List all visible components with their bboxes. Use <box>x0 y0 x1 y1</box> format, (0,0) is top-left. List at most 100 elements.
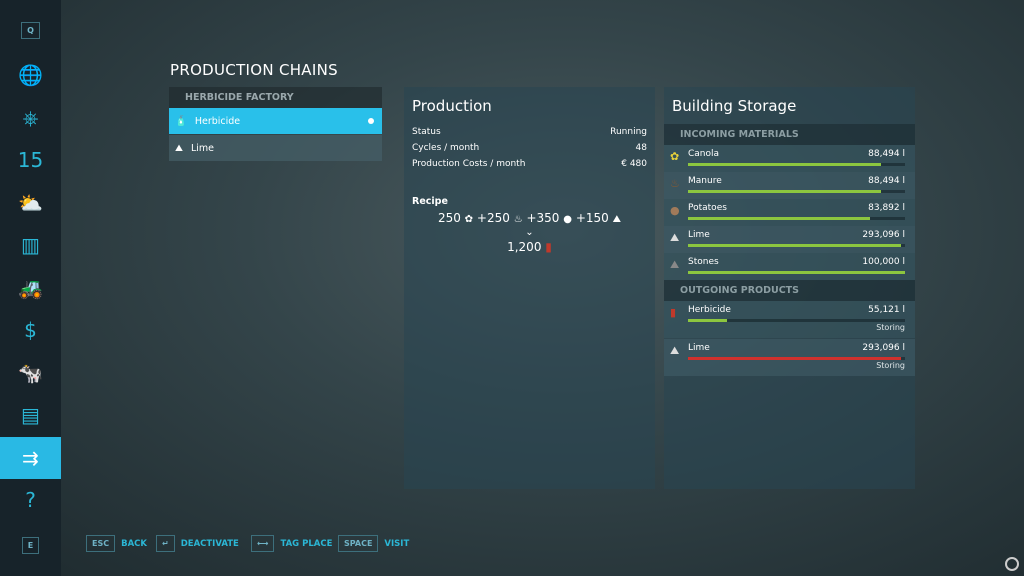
key-hint: ⟷ <box>251 535 275 552</box>
production-icon: ⇉ <box>22 445 39 470</box>
page-title: PRODUCTION CHAINS <box>170 61 338 79</box>
fill-bar <box>688 319 905 322</box>
recipe-inputs: 250 ✿ +250 ♨ +350 ● +150 ⛰ <box>404 211 655 225</box>
recipe-amount: +350 <box>526 211 560 225</box>
sidebar-item-tractor[interactable]: 🚜 <box>0 267 61 309</box>
sidebar-item-statistics[interactable]: ▥ <box>0 224 61 266</box>
fill-bar <box>688 271 905 274</box>
next-tab-key[interactable]: E <box>0 524 61 566</box>
key-hint: SPACE <box>338 535 379 552</box>
storage-name: Potatoes <box>688 203 727 213</box>
action-label: TAG PLACE <box>280 538 333 549</box>
potatoes-icon: ● <box>670 204 680 217</box>
storage-name: Lime <box>688 342 710 353</box>
key-hint: ↵ <box>156 535 175 552</box>
key-hint: ESC <box>86 535 116 552</box>
storage-item: ✿ Canola 88,494 l <box>664 145 915 172</box>
row-label: Production Costs / month <box>412 159 526 169</box>
production-row: Cycles / month 48 <box>404 140 655 156</box>
row-label: Cycles / month <box>412 143 480 153</box>
lime-icon: ⛰ <box>670 231 680 244</box>
chain-label: Lime <box>190 142 215 154</box>
herbicide-icon: ▮ <box>670 306 677 319</box>
fill-bar-level <box>688 190 882 193</box>
storage-panel: Building Storage INCOMING MATERIALS ✿ Can… <box>664 87 915 489</box>
row-label: Status <box>412 127 441 137</box>
action-label: BACK <box>121 538 147 549</box>
fill-bar <box>688 244 905 247</box>
storage-value: 100,000 l <box>862 257 905 267</box>
fill-bar-level <box>688 356 901 360</box>
loading-icon <box>1005 557 1019 571</box>
sidebar: Q 🌐 ⎈ 15 ⛅ ▥ 🚜 $ 🐄 ▤ ⇉? E <box>0 0 61 576</box>
storage-item: ⛰ Lime 293,096 l Storing <box>664 338 915 376</box>
fill-bar <box>688 356 905 360</box>
production-panel: Production Status Running Cycles / month 48… <box>404 87 655 489</box>
storage-value: 55,121 l <box>868 305 905 315</box>
sidebar-item-contracts[interactable]: ▤ <box>0 394 61 436</box>
footer-action-back[interactable]: ESC BACK <box>86 535 147 552</box>
recipe-output: 1,200 ▮ <box>507 240 552 254</box>
storage-name: Canola <box>688 149 720 159</box>
finances-icon: $ <box>24 318 37 342</box>
sidebar-item-animals[interactable]: 🐄 <box>0 352 61 394</box>
footer-action-visit[interactable]: SPACE VISIT <box>338 535 409 552</box>
potatoes-icon: ● <box>563 214 573 225</box>
sidebar-item-finances[interactable]: $ <box>0 309 61 351</box>
recipe-amount: +150 <box>575 211 609 225</box>
steering-wheel-icon: ⎈ <box>22 105 39 130</box>
sidebar-item-weather[interactable]: ⛅ <box>0 182 61 224</box>
production-chain-list: HERBICIDE FACTORY 🧴 Herbicide ⛰ Lime <box>169 87 382 162</box>
storage-name: Lime <box>688 230 710 240</box>
recipe-label: Recipe <box>412 196 448 207</box>
manure-icon: ♨ <box>513 214 523 225</box>
chain-item-herbicide[interactable]: 🧴 Herbicide <box>169 108 382 134</box>
selected-dot <box>368 118 374 124</box>
incoming-header: INCOMING MATERIALS <box>664 124 915 145</box>
storage-item: ● Potatoes 83,892 l <box>664 199 915 226</box>
production-title: Production <box>412 97 492 115</box>
footer-action-deactivate[interactable]: ↵ DEACTIVATE <box>156 535 239 552</box>
canola-icon: ✿ <box>670 150 680 163</box>
sidebar-item-globe-map[interactable]: 🌐 <box>0 54 61 96</box>
prev-tab-key[interactable]: Q <box>0 9 61 51</box>
storage-title: Building Storage <box>672 97 797 115</box>
storage-name: Herbicide <box>688 305 731 315</box>
lime-icon: ⛰ <box>175 142 183 154</box>
storage-value: 88,494 l <box>868 149 905 159</box>
chain-item-lime[interactable]: ⛰ Lime <box>169 135 382 161</box>
manure-icon: ♨ <box>670 177 680 190</box>
fill-bar-level <box>688 244 901 247</box>
statistics-icon: ▥ <box>21 233 40 257</box>
sidebar-item-calendar[interactable]: 15 <box>0 139 61 181</box>
action-label: VISIT <box>384 538 410 549</box>
chain-label: Herbicide <box>194 115 241 127</box>
fill-bar <box>688 217 905 220</box>
sidebar-item-help[interactable]: ? <box>0 479 61 521</box>
storage-value: 88,494 l <box>868 176 905 186</box>
recipe-amount: 250 <box>437 211 461 225</box>
recipe-amount: +250 <box>476 211 510 225</box>
production-row: Production Costs / month € 480 <box>404 156 655 172</box>
row-value: € 480 <box>621 159 647 169</box>
lime-icon: ⛰ <box>612 214 622 225</box>
weather-icon: ⛅ <box>18 190 43 215</box>
storage-value: 83,892 l <box>868 203 905 213</box>
fill-bar-level <box>688 163 882 166</box>
chevron-down-icon: ⌄ <box>525 227 534 238</box>
canola-icon: ✿ <box>464 214 474 225</box>
sidebar-item-production[interactable]: ⇉ <box>0 436 61 479</box>
herbicide-icon: ▮ <box>545 240 552 254</box>
globe-map-icon: 🌐 <box>18 63 43 87</box>
list-header: HERBICIDE FACTORY <box>169 87 382 108</box>
sidebar-item-steering-wheel[interactable]: ⎈ <box>0 97 61 139</box>
fill-bar-level <box>688 271 905 274</box>
storage-item: ▮ Herbicide 55,121 l Storing <box>664 301 915 338</box>
help-icon: ? <box>25 488 36 512</box>
storage-item: ♨ Manure 88,494 l <box>664 172 915 199</box>
calendar-icon: 15 <box>17 148 44 172</box>
storage-item: ⛰ Lime 293,096 l <box>664 226 915 253</box>
stones-icon: ⛰ <box>670 258 680 271</box>
fill-bar-level <box>688 319 728 322</box>
footer-action-tag-place[interactable]: ⟷ TAG PLACE <box>251 535 332 552</box>
